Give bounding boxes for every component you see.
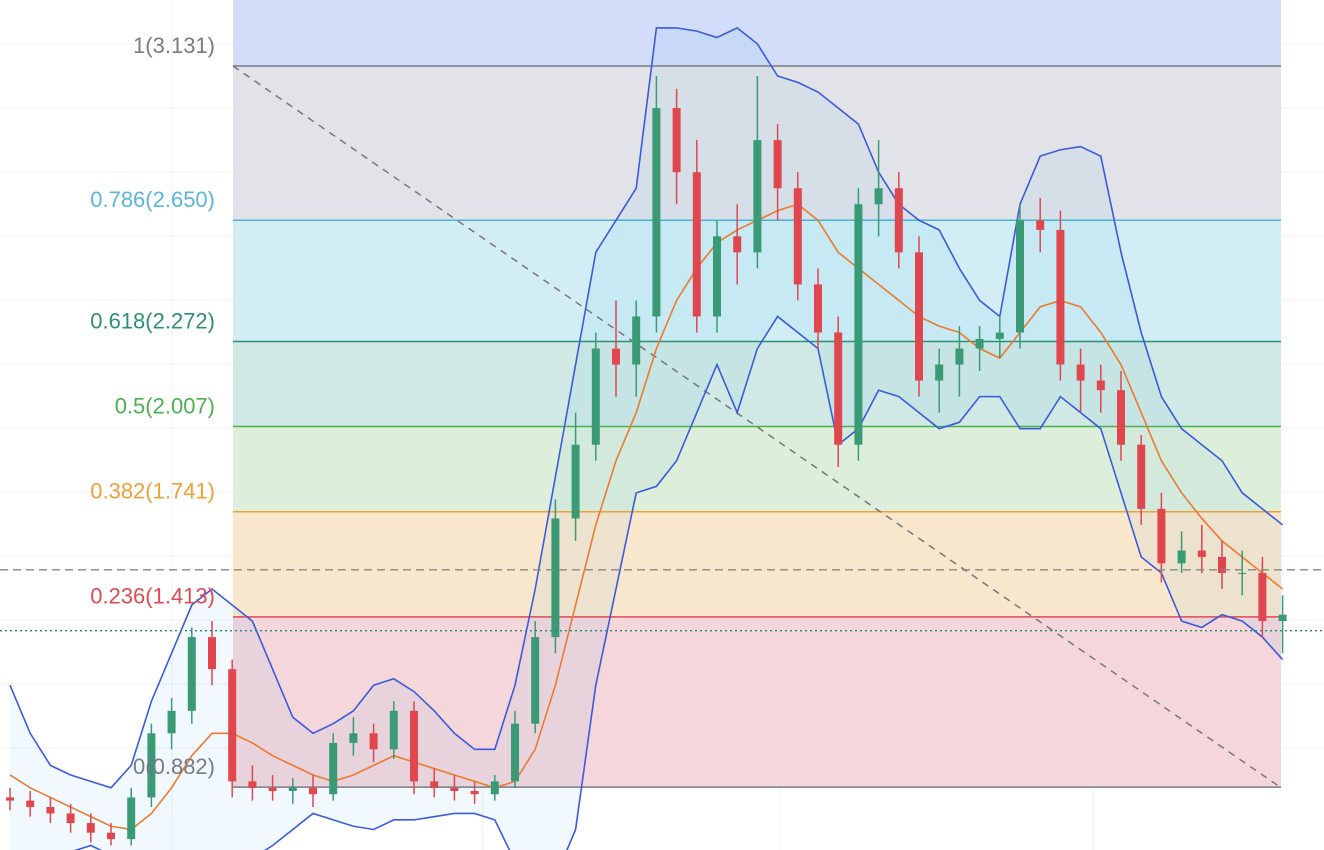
candle-body <box>410 710 418 782</box>
candle-body <box>1157 508 1166 564</box>
band-edge <box>74 315 1284 850</box>
candle-body <box>1278 614 1287 622</box>
candle-body <box>814 284 822 333</box>
candle-body <box>733 236 742 253</box>
band-edge <box>9 26 1284 789</box>
fib-zone <box>233 616 1281 788</box>
candle-body <box>612 348 620 365</box>
candle-body <box>228 669 237 782</box>
candle-body <box>1218 556 1226 573</box>
candle-body <box>935 364 944 381</box>
candle-body <box>1016 220 1024 333</box>
candle-body <box>834 332 843 445</box>
fib-level-label: 1(3.131) <box>133 33 215 58</box>
band-middle <box>9 203 1284 831</box>
candle-body <box>672 108 681 173</box>
candle-body <box>692 172 701 317</box>
candle-body <box>369 733 378 750</box>
candle-body <box>1177 550 1186 564</box>
candle-body <box>208 637 216 670</box>
candle-body <box>1056 229 1065 365</box>
candle-body <box>470 791 479 795</box>
fib-level-label: 0.382(1.741) <box>90 479 215 504</box>
candle-body <box>430 781 439 788</box>
candle-body <box>187 637 196 711</box>
fib-level-label: 0.618(2.272) <box>90 308 215 333</box>
candle-body <box>1096 380 1105 391</box>
candle-body <box>46 807 55 814</box>
candle-body <box>248 781 257 788</box>
candle-body <box>975 338 984 349</box>
candle-body <box>793 188 802 285</box>
candle-body <box>854 204 863 445</box>
candle-body <box>26 800 35 808</box>
fib-extension-zone <box>233 0 1281 67</box>
candle-body <box>1197 550 1206 557</box>
fib-level-label: 0(0.882) <box>133 754 215 779</box>
candle-body <box>1137 444 1146 509</box>
candle-body <box>389 710 398 750</box>
candle-body <box>632 316 641 365</box>
candle-body <box>652 108 661 317</box>
candle-body <box>490 781 499 795</box>
candle-body <box>955 348 964 365</box>
candle-body <box>147 733 156 798</box>
candle-body <box>571 444 580 519</box>
candle-body <box>773 140 782 189</box>
candle-body <box>86 823 95 833</box>
candle-body <box>511 723 519 782</box>
candle-body <box>268 787 277 792</box>
candle-body <box>995 332 1004 339</box>
candle-body <box>591 348 600 445</box>
fib-zone <box>233 341 1281 427</box>
candle-body <box>1238 572 1247 574</box>
candle-body <box>1036 220 1045 230</box>
fib-level-label: 0.786(2.650) <box>90 187 215 212</box>
candle-body <box>349 733 358 743</box>
candle-body <box>309 787 317 795</box>
candle-body <box>167 710 176 734</box>
candle-body <box>107 832 115 840</box>
candle-body <box>531 637 540 724</box>
candle-body <box>450 787 459 792</box>
candle-body <box>1258 572 1267 622</box>
candle-body <box>551 518 560 638</box>
candle-body <box>329 742 338 795</box>
candle-body <box>753 140 762 253</box>
candle-body <box>713 236 721 317</box>
candle-body <box>874 188 883 205</box>
candle-body <box>288 787 297 792</box>
fib-zone <box>233 511 1281 617</box>
candle-body <box>894 188 903 253</box>
band-fill <box>10 27 1283 850</box>
fib-zone <box>233 426 1281 512</box>
candle-body <box>66 813 75 824</box>
candle-body <box>1076 364 1085 381</box>
fib-level-label: 0.236(1.413) <box>90 584 215 609</box>
trend-line <box>232 65 1281 788</box>
fib-level-label: 0.5(2.007) <box>115 393 215 418</box>
candle-body <box>6 797 14 801</box>
candle-body <box>915 252 923 381</box>
candle-body <box>127 797 136 840</box>
candle-body <box>1117 390 1125 445</box>
